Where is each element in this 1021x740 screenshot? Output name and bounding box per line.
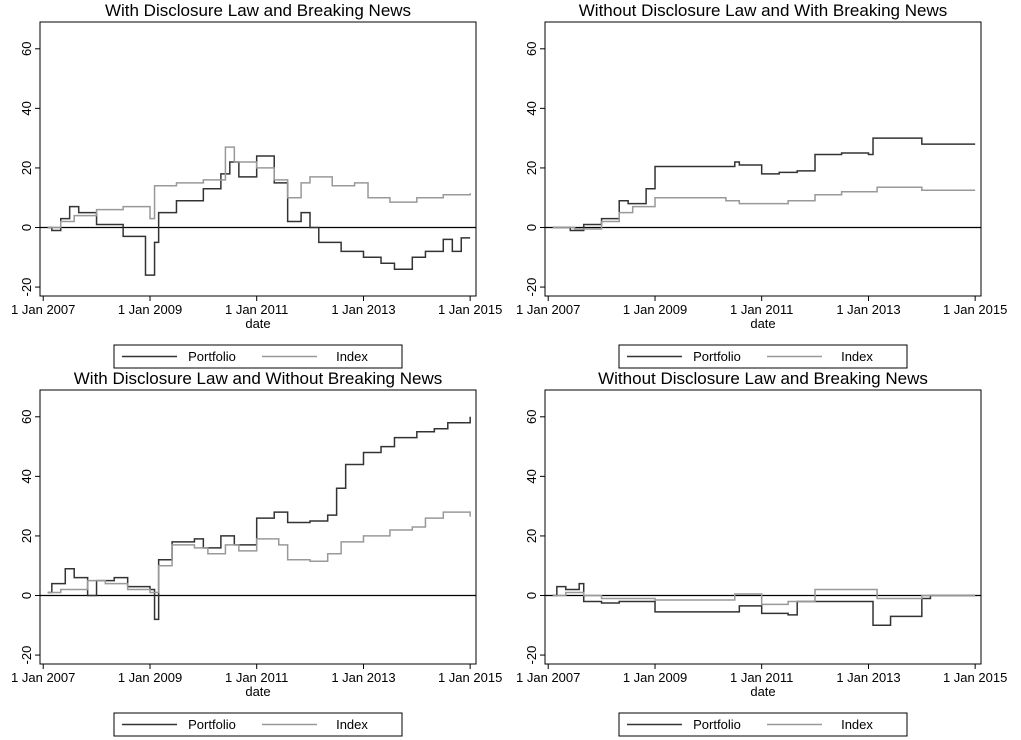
- x-tick-label: 1 Jan 2015: [943, 302, 1007, 317]
- y-tick-label: -20: [19, 646, 34, 665]
- legend-box: [618, 712, 908, 737]
- legend-label: Portfolio: [693, 349, 741, 364]
- series-line: [47, 146, 471, 229]
- plot-frame: [544, 21, 982, 297]
- x-axis-label: date: [245, 684, 270, 699]
- legend-label: Index: [841, 349, 873, 364]
- x-tick-label: 1 Jan 2007: [11, 302, 75, 317]
- legend-label: Index: [841, 717, 873, 732]
- x-tick-label: 1 Jan 2015: [943, 670, 1007, 685]
- series-line: [552, 186, 976, 230]
- x-tick-label: 1 Jan 2011: [225, 302, 288, 317]
- y-tick-label: 40: [19, 101, 34, 115]
- x-tick-label: 1 Jan 2011: [730, 302, 793, 317]
- series-line: [47, 511, 471, 594]
- chart-title: Without Disclosure Law and Breaking News: [598, 369, 928, 388]
- series-line: [47, 416, 471, 621]
- x-tick-label: 1 Jan 2007: [11, 670, 75, 685]
- y-tick-label: 60: [19, 410, 34, 424]
- y-tick-label: 20: [19, 529, 34, 543]
- series-line: [552, 137, 976, 232]
- series-line: [47, 155, 471, 276]
- y-tick-label: 0: [524, 224, 539, 231]
- y-tick-label: 0: [524, 592, 539, 599]
- y-tick-label: 20: [524, 529, 539, 543]
- chart-title: With Disclosure Law and Breaking News: [105, 1, 411, 20]
- legend-label: Index: [336, 349, 368, 364]
- x-tick-label: 1 Jan 2013: [836, 302, 900, 317]
- y-tick-label: 0: [19, 592, 34, 599]
- x-tick-label: 1 Jan 2007: [516, 670, 580, 685]
- y-tick-label: 20: [524, 161, 539, 175]
- x-tick-label: 1 Jan 2007: [516, 302, 580, 317]
- legend-box: [618, 344, 908, 369]
- x-tick-label: 1 Jan 2013: [331, 302, 395, 317]
- x-tick-label: 1 Jan 2009: [118, 670, 182, 685]
- y-tick-label: -20: [19, 278, 34, 297]
- x-tick-label: 1 Jan 2015: [438, 302, 502, 317]
- x-tick-label: 1 Jan 2011: [225, 670, 288, 685]
- y-tick-label: 60: [524, 410, 539, 424]
- y-tick-label: 0: [19, 224, 34, 231]
- legend-box: [113, 344, 403, 369]
- y-tick-label: -20: [524, 646, 539, 665]
- chart-title: Without Disclosure Law and With Breaking…: [579, 1, 947, 20]
- legend-box: [113, 712, 403, 737]
- legend-label: Portfolio: [188, 717, 236, 732]
- x-tick-label: 1 Jan 2011: [730, 670, 793, 685]
- legend-label: Portfolio: [693, 717, 741, 732]
- x-tick-label: 1 Jan 2013: [331, 670, 395, 685]
- plot-frame: [39, 389, 477, 665]
- y-tick-label: 40: [19, 469, 34, 483]
- y-tick-label: 40: [524, 101, 539, 115]
- plot-frame: [39, 21, 477, 297]
- chart-title: With Disclosure Law and Without Breaking…: [74, 369, 442, 388]
- x-axis-label: date: [750, 684, 775, 699]
- y-tick-label: 20: [19, 161, 34, 175]
- x-axis-label: date: [245, 316, 270, 331]
- x-tick-label: 1 Jan 2009: [623, 302, 687, 317]
- x-tick-label: 1 Jan 2009: [623, 670, 687, 685]
- series-line: [552, 582, 976, 627]
- x-tick-label: 1 Jan 2015: [438, 670, 502, 685]
- y-tick-label: 40: [524, 469, 539, 483]
- y-tick-label: 60: [524, 42, 539, 56]
- x-axis-label: date: [750, 316, 775, 331]
- series-line: [552, 588, 976, 606]
- plot-frame: [544, 389, 982, 665]
- x-tick-label: 1 Jan 2013: [836, 670, 900, 685]
- x-tick-label: 1 Jan 2009: [118, 302, 182, 317]
- legend-label: Portfolio: [188, 349, 236, 364]
- legend-label: Index: [336, 717, 368, 732]
- y-tick-label: -20: [524, 278, 539, 297]
- y-tick-label: 60: [19, 42, 34, 56]
